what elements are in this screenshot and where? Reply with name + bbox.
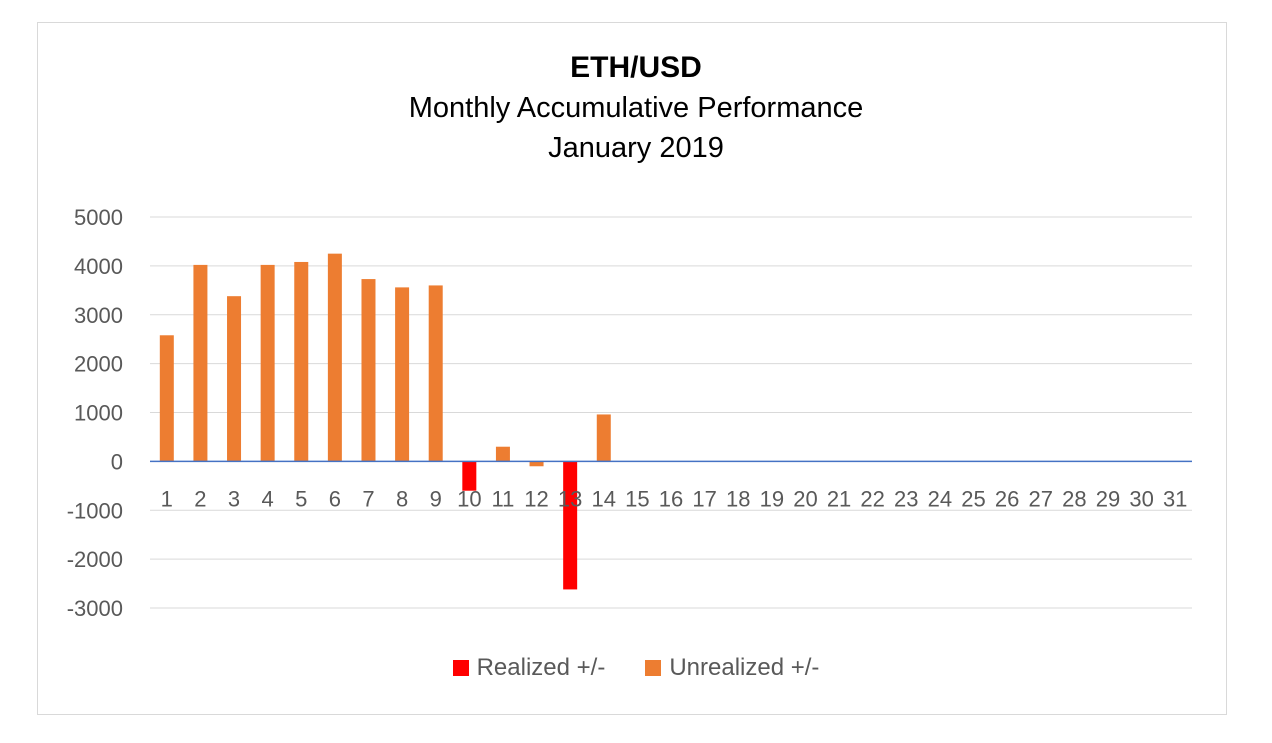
x-tick-label: 26 (995, 486, 1019, 511)
legend-swatch-unrealized (645, 660, 662, 676)
bar-unrealized-7 (361, 279, 376, 462)
chart-legend: Realized +/- Unrealized +/- (0, 654, 1272, 682)
y-tick-label: 5000 (74, 205, 123, 230)
y-tick-label: 4000 (74, 254, 123, 279)
x-tick-label: 19 (760, 486, 784, 511)
bar-unrealized-5 (294, 261, 309, 462)
y-tick-label: -1000 (67, 498, 123, 523)
bar-unrealized-11 (495, 446, 510, 462)
bar-unrealized-4 (260, 264, 275, 462)
x-tick-label: 11 (492, 486, 515, 511)
bar-unrealized-1 (159, 335, 174, 462)
x-tick-label: 12 (524, 486, 548, 511)
x-tick-label: 18 (726, 486, 750, 511)
x-tick-label: 22 (860, 486, 884, 511)
x-tick-label: 2 (194, 486, 206, 511)
x-tick-label: 17 (692, 486, 716, 511)
legend-swatch-realized (452, 660, 469, 676)
x-tick-label: 9 (430, 486, 442, 511)
x-tick-label: 8 (396, 486, 408, 511)
y-tick-label: -2000 (67, 547, 123, 572)
y-tick-label: 3000 (74, 303, 123, 328)
y-tick-label: -3000 (67, 596, 123, 621)
bar-unrealized-2 (193, 264, 208, 462)
x-tick-label: 29 (1096, 486, 1120, 511)
bar-unrealized-6 (327, 253, 342, 462)
legend-label-realized: Realized +/- (476, 654, 606, 681)
x-tick-label: 6 (329, 486, 341, 511)
x-tick-label: 1 (161, 486, 173, 511)
x-tick-label: 5 (295, 486, 307, 511)
bar-realized-10 (462, 461, 477, 491)
legend-item-realized: Realized +/- (452, 654, 606, 682)
x-tick-label: 20 (793, 486, 817, 511)
bar-unrealized-12 (529, 461, 544, 467)
x-tick-label: 24 (928, 486, 952, 511)
x-tick-label: 23 (894, 486, 918, 511)
x-tick-label: 7 (362, 486, 374, 511)
legend-item-unrealized: Unrealized +/- (645, 654, 819, 682)
chart-subtitle-2: January 2019 (548, 132, 724, 164)
x-tick-label: 14 (592, 486, 616, 511)
x-tick-label: 4 (262, 486, 274, 511)
x-tick-label: 13 (558, 486, 582, 511)
y-tick-label: 0 (111, 449, 123, 474)
bar-unrealized-9 (428, 285, 443, 462)
x-tick-label: 28 (1062, 486, 1086, 511)
x-tick-label: 31 (1163, 486, 1187, 511)
x-tick-label: 10 (457, 486, 481, 511)
x-tick-label: 25 (961, 486, 985, 511)
chart-title: ETH/USD (570, 51, 702, 84)
x-tick-label: 3 (228, 486, 240, 511)
x-tick-label: 15 (625, 486, 649, 511)
legend-label-unrealized: Unrealized +/- (669, 654, 820, 681)
y-tick-label: 2000 (74, 352, 123, 377)
bar-unrealized-3 (227, 296, 242, 462)
bar-unrealized-8 (395, 287, 410, 462)
bar-realized-13 (563, 461, 578, 590)
x-tick-label: 21 (827, 486, 851, 511)
bar-unrealized-14 (596, 414, 611, 462)
y-tick-label: 1000 (74, 401, 123, 426)
x-tick-label: 30 (1129, 486, 1153, 511)
x-tick-label: 16 (659, 486, 683, 511)
chart-titles: ETH/USD Monthly Accumulative Performance… (0, 48, 1272, 168)
chart-subtitle-1: Monthly Accumulative Performance (408, 92, 864, 124)
x-tick-label: 27 (1028, 486, 1052, 511)
